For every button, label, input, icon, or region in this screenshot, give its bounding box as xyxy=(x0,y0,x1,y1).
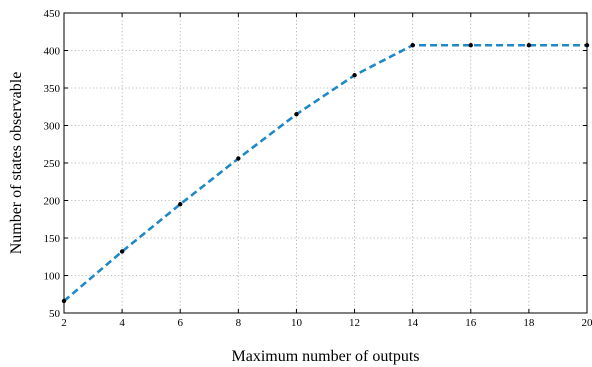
data-point xyxy=(236,156,241,161)
data-point xyxy=(178,202,183,207)
plot-frame xyxy=(63,12,588,314)
y-tick-label: 250 xyxy=(44,158,61,170)
x-tick-label: 14 xyxy=(407,317,419,329)
y-tick-label: 300 xyxy=(44,121,61,133)
axis-ticks: 2 4 6 8 10 12 14 16 18 20 50 100 150 200 250 300 350 400 4… xyxy=(44,8,592,329)
grid-lines xyxy=(64,13,587,313)
data-point xyxy=(294,112,299,117)
x-tick-label: 12 xyxy=(349,317,360,329)
y-axis-title: Number of states observable xyxy=(8,72,25,255)
y-tick-label: 400 xyxy=(44,46,61,58)
series-layer xyxy=(61,43,590,304)
y-tick-label: 100 xyxy=(44,271,61,283)
y-tick-label: 450 xyxy=(44,8,61,20)
data-point xyxy=(526,43,532,48)
x-tick-label: 20 xyxy=(582,317,592,329)
data-point xyxy=(61,298,67,304)
y-tick-label: 200 xyxy=(44,196,61,208)
y-tick-label: 150 xyxy=(44,233,61,245)
x-tick-label: 10 xyxy=(291,317,303,329)
data-point xyxy=(352,73,357,78)
series-line xyxy=(63,43,587,302)
x-tick-label: 18 xyxy=(523,317,535,329)
data-point xyxy=(468,43,473,48)
data-point xyxy=(410,43,415,48)
y-tick-label: 50 xyxy=(49,308,61,320)
x-tick-label: 16 xyxy=(465,317,477,329)
data-point xyxy=(119,249,125,254)
x-axis-title: Maximum number of outputs xyxy=(232,348,420,365)
x-tick-label: 8 xyxy=(236,317,242,329)
data-point xyxy=(584,43,590,48)
y-tick-label: 350 xyxy=(44,83,61,95)
x-tick-label: 2 xyxy=(61,317,67,329)
x-tick-label: 4 xyxy=(119,317,125,329)
x-tick-label: 6 xyxy=(177,317,183,329)
